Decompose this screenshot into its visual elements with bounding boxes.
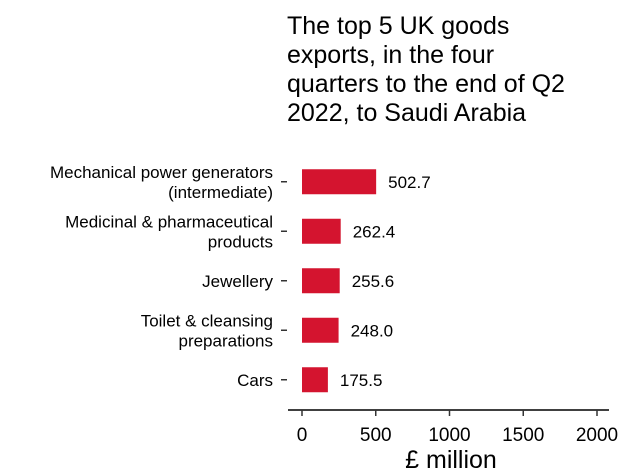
value-label: 262.4: [353, 222, 396, 241]
x-axis: 0 500 1000 1500 2000: [288, 409, 618, 446]
bars-group: [302, 169, 377, 393]
value-label: 255.6: [352, 272, 395, 291]
bar: [302, 169, 377, 195]
x-tick-label: 1500: [502, 425, 544, 446]
category-label: Medicinal & pharmaceutical products: [65, 212, 273, 251]
value-label: 248.0: [351, 321, 394, 340]
x-tick-label: 0: [297, 425, 308, 446]
bar: [302, 218, 341, 244]
x-tick-label: 2000: [576, 425, 618, 446]
category-label: Mechanical power generators (intermediate…: [50, 163, 273, 202]
bar: [302, 317, 339, 343]
bar: [302, 268, 340, 294]
value-label: 502.7: [388, 173, 431, 192]
x-axis-label: £ million: [405, 446, 497, 473]
category-labels-group: Mechanical power generators (intermediate…: [50, 163, 287, 390]
bar: [302, 367, 328, 393]
category-label: Cars: [237, 371, 273, 390]
x-tick-label: 500: [360, 425, 392, 446]
category-label: Toilet & cleansing preparations: [141, 311, 273, 350]
chart-title: The top 5 UK goods exports, in the four …: [287, 12, 565, 127]
category-label: Jewellery: [202, 272, 273, 291]
value-labels-group: 502.7 262.4 255.6 248.0 175.5: [340, 173, 431, 390]
value-label: 175.5: [340, 371, 383, 390]
x-tick-label: 1000: [428, 425, 470, 446]
